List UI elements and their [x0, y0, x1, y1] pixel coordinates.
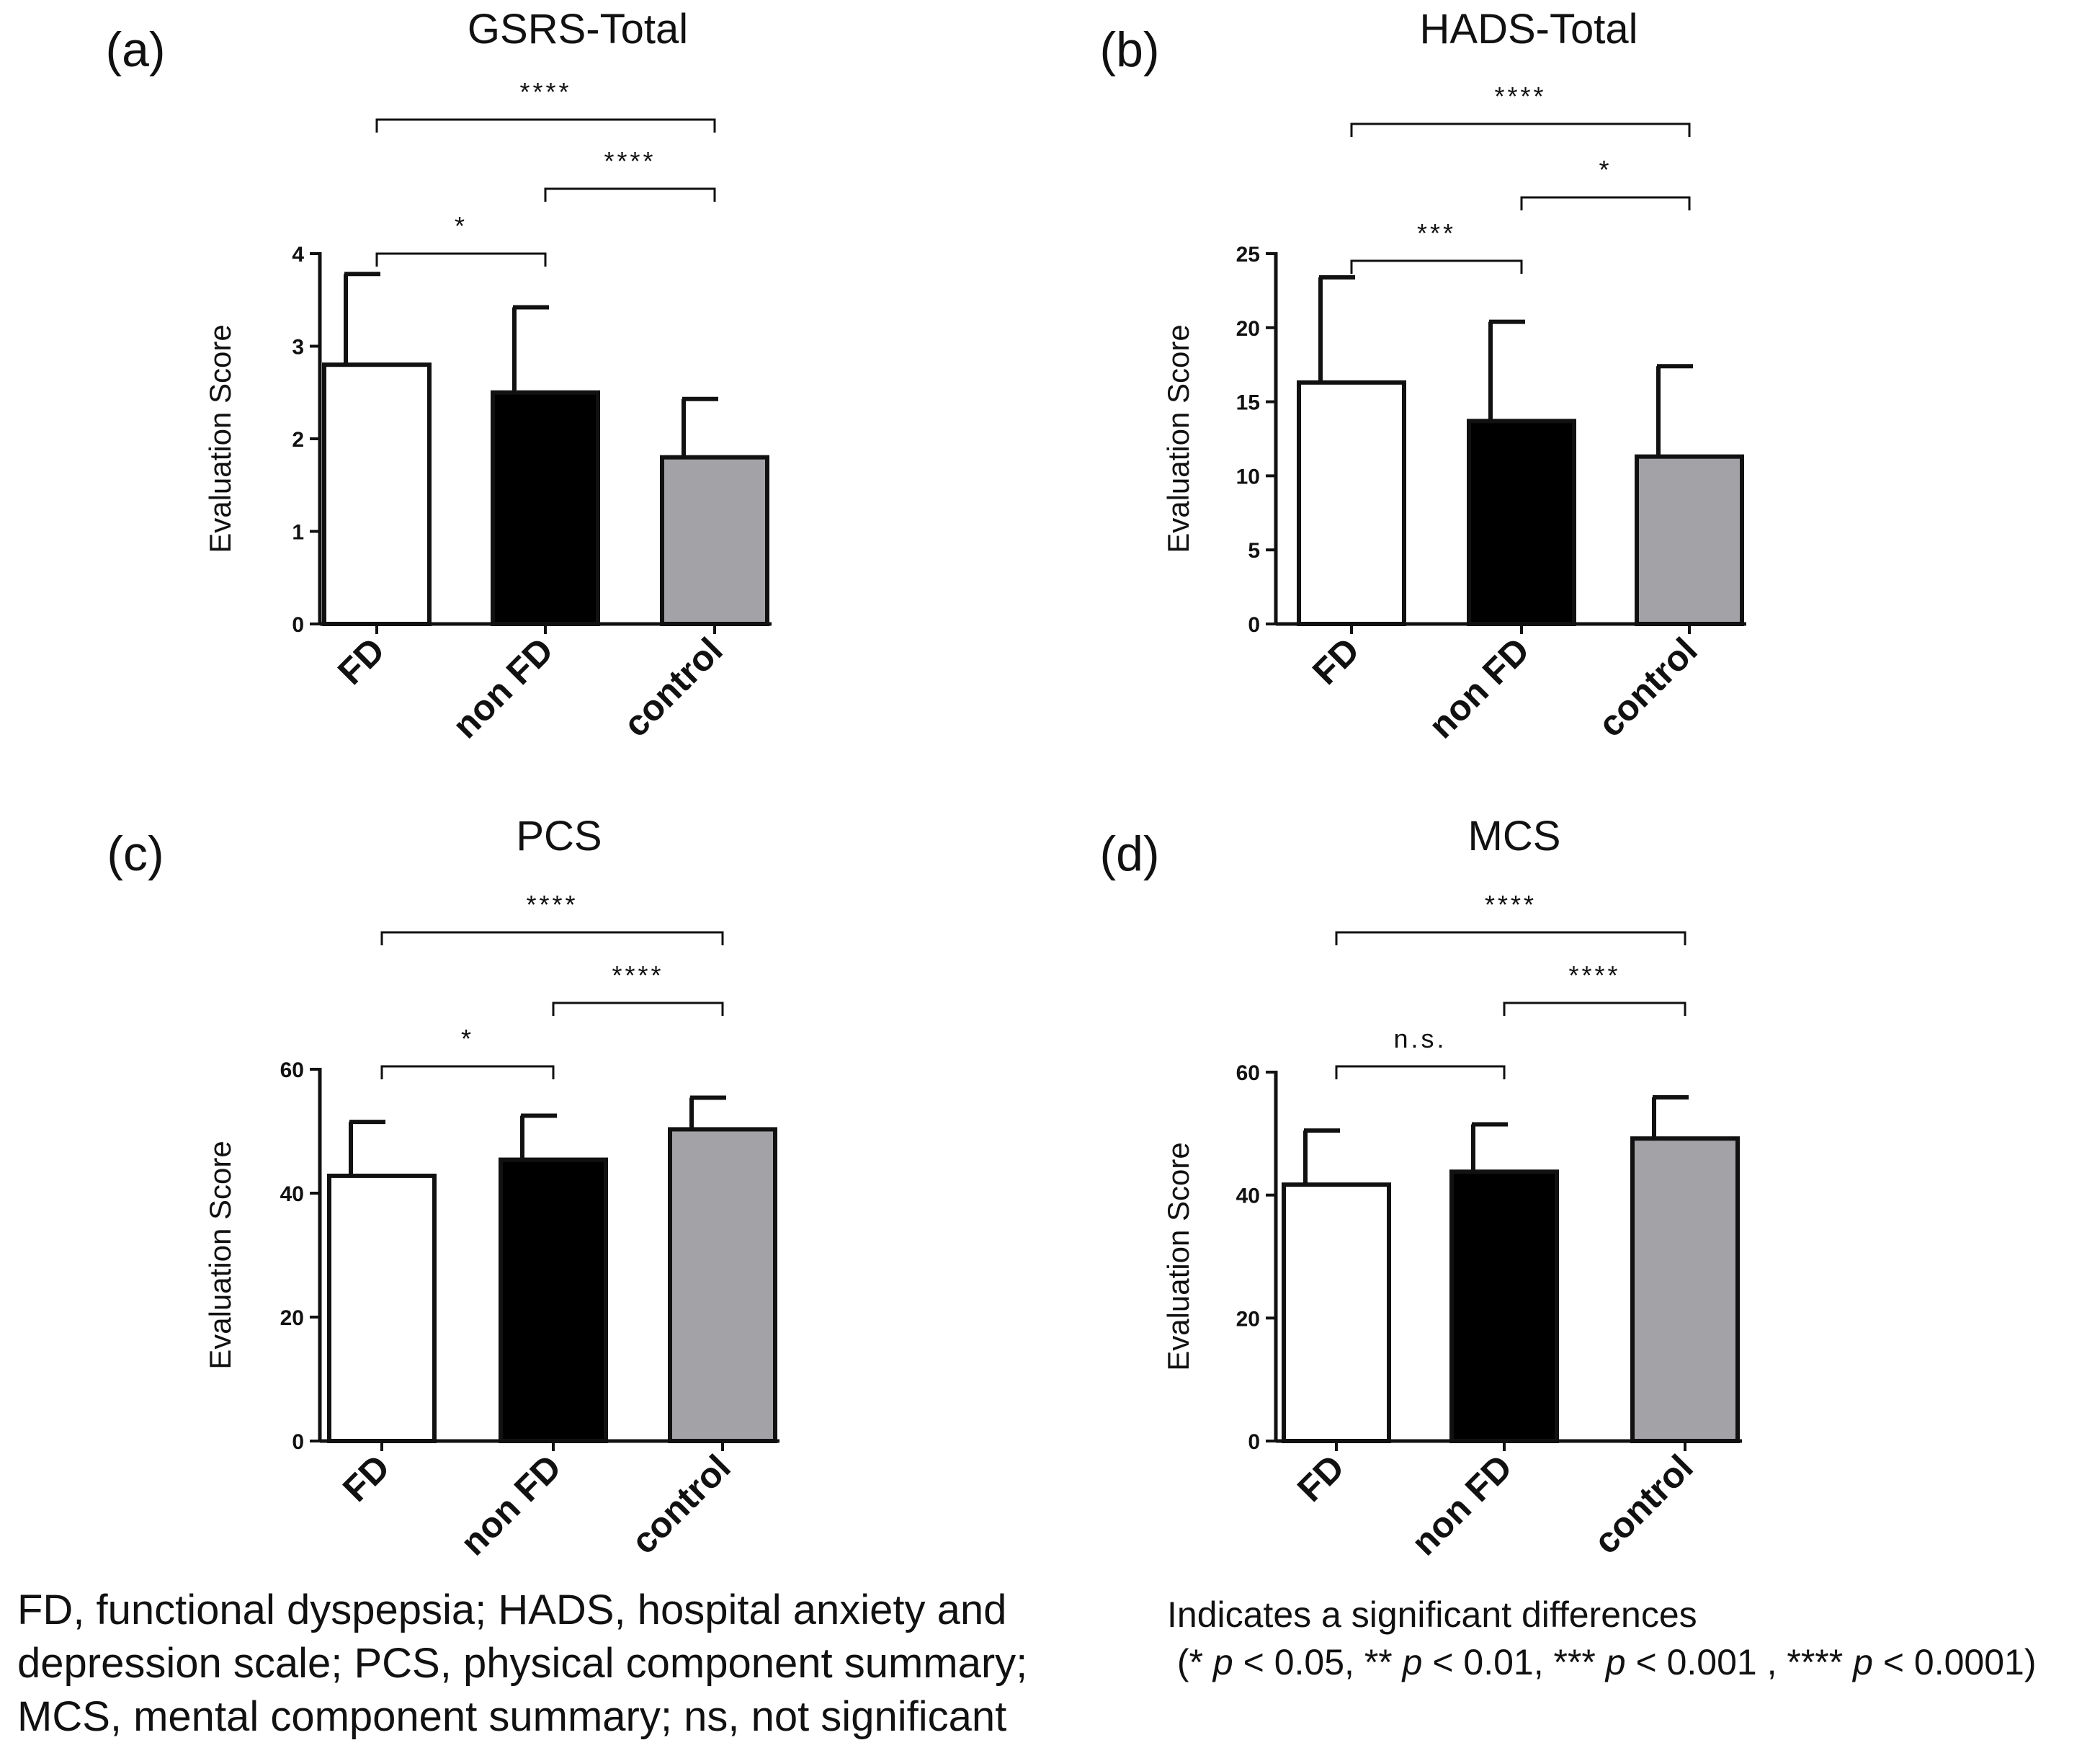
chart-panel-1: (b) HADS-Total Evaluation Score 0 5 10 15 20 25 F…: [1099, 6, 1746, 746]
y-axis-label: Evaluation Score: [1161, 1142, 1195, 1371]
y-tick-label: 0: [1248, 1430, 1260, 1454]
abbreviation-line-2: depression scale; PCS, physical componen…: [17, 1640, 1028, 1687]
significance-label: *: [461, 1024, 474, 1053]
chart-title: GSRS-Total: [468, 6, 688, 53]
significance-label: n.s.: [1393, 1024, 1447, 1053]
significance-title: Indicates a significant differences: [1167, 1594, 1697, 1635]
y-tick-label: 20: [280, 1306, 304, 1330]
chart-panel-2: (c) PCS Evaluation Score 0 20 40 60 FD non FD con…: [107, 813, 779, 1564]
significance-label: ****: [1568, 960, 1620, 990]
y-tick-label: 1: [292, 521, 304, 545]
y-tick-label: 3: [292, 336, 304, 360]
x-tick-label: non FD: [444, 630, 560, 746]
significance-bracket: [1335, 931, 1686, 945]
significance-bracket: [375, 252, 547, 267]
bar-non-fd: [1467, 419, 1576, 626]
y-tick-label: 0: [292, 1430, 304, 1454]
x-tick-label: FD: [330, 630, 393, 692]
chart-panel-3: (d) MCS Evaluation Score 0 20 40 60 FD non FD con…: [1099, 813, 1742, 1564]
bar-non-fd: [1449, 1169, 1559, 1443]
y-tick-label: 10: [1236, 465, 1260, 489]
y-tick-label: 60: [280, 1058, 304, 1082]
bar-fd: [322, 362, 432, 626]
x-tick-label: non FD: [1421, 630, 1537, 746]
abbreviation-line-1: FD, functional dyspepsia; HADS, hospital…: [17, 1587, 1007, 1633]
significance-bracket: [1503, 1002, 1686, 1016]
y-tick-label: 60: [1236, 1061, 1260, 1085]
panel-letter: (a): [105, 22, 165, 77]
y-tick-label: 40: [280, 1182, 304, 1206]
abbreviation-line-3: MCS, mental component summary; ns, not s…: [17, 1693, 1007, 1740]
bar-fd: [1297, 380, 1406, 626]
chart-panel-0: (a) GSRS-Total Evaluation Score 0 1 2 3 4 FD non …: [105, 6, 772, 746]
chart-title: HADS-Total: [1420, 6, 1638, 53]
significance-bracket: [1520, 196, 1691, 210]
y-tick-label: 15: [1236, 391, 1260, 415]
x-tick-label: non FD: [452, 1447, 568, 1563]
significance-label: ****: [1494, 81, 1546, 111]
chart-title: PCS: [516, 813, 602, 860]
significance-bracket: [380, 1065, 555, 1079]
chart-title: MCS: [1468, 813, 1561, 860]
panel-letter: (b): [1099, 22, 1159, 77]
x-tick-label: FD: [1305, 630, 1367, 692]
bar-control: [1630, 1136, 1740, 1444]
y-tick-label: 25: [1236, 243, 1260, 267]
significance-label: ****: [1485, 890, 1537, 919]
significance-label: ****: [604, 146, 656, 176]
y-axis-label: Evaluation Score: [203, 324, 237, 553]
x-tick-label: control: [615, 630, 730, 744]
bar-non-fd: [491, 390, 600, 626]
x-tick-label: control: [623, 1447, 738, 1561]
bar-control: [668, 1127, 777, 1444]
x-tick-label: non FD: [1403, 1447, 1519, 1563]
bar-fd: [327, 1173, 437, 1444]
significance-label: ****: [519, 77, 571, 107]
significance-bracket: [380, 931, 724, 945]
y-axis-label: Evaluation Score: [203, 1141, 237, 1370]
significance-bracket: [552, 1002, 724, 1016]
y-axis-label: Evaluation Score: [1161, 324, 1195, 553]
x-tick-label: control: [1586, 1447, 1700, 1561]
significance-bracket: [375, 118, 716, 133]
significance-bracket: [1350, 259, 1523, 274]
bar-non-fd: [499, 1157, 608, 1444]
significance-label: *: [1599, 155, 1612, 184]
y-tick-label: 2: [292, 428, 304, 452]
x-tick-label: FD: [1290, 1447, 1352, 1509]
significance-legend: (* p < 0.05, ** p < 0.01, *** p < 0.001 …: [1176, 1642, 2037, 1682]
significance-label: *: [455, 211, 468, 241]
y-tick-label: 20: [1236, 317, 1260, 341]
significance-label: ****: [612, 960, 663, 990]
x-tick-label: FD: [335, 1447, 398, 1509]
y-tick-label: 40: [1236, 1185, 1260, 1208]
bar-control: [1635, 454, 1744, 626]
x-tick-label: control: [1590, 630, 1704, 744]
bar-control: [660, 455, 769, 627]
y-tick-label: 0: [1248, 613, 1260, 637]
significance-label: ***: [1417, 218, 1456, 248]
significance-label: ****: [526, 890, 578, 919]
y-tick-label: 0: [292, 613, 304, 637]
abbreviation-footnote: FD, functional dyspepsia; HADS, hospital…: [17, 1584, 1141, 1744]
y-tick-label: 20: [1236, 1307, 1260, 1331]
y-tick-label: 5: [1248, 539, 1260, 563]
y-tick-label: 4: [292, 243, 304, 267]
panel-letter: (c): [107, 826, 164, 881]
bar-fd: [1282, 1182, 1391, 1444]
panel-letter: (d): [1099, 826, 1159, 881]
significance-bracket: [1335, 1065, 1506, 1079]
significance-bracket: [544, 187, 716, 202]
significance-footnote: Indicates a significant differences (* p…: [1167, 1591, 2096, 1686]
significance-bracket: [1350, 122, 1691, 137]
